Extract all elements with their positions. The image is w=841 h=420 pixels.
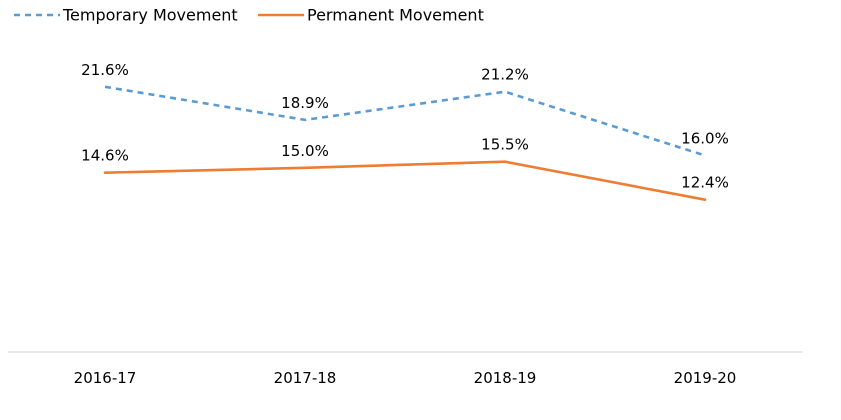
x-tick-label: 2017-18: [274, 369, 337, 387]
permanent-data-label: 14.6%: [81, 147, 129, 165]
temporary-movement-line: [104, 85, 706, 157]
data-labels: 21.6% 18.9% 21.2% 16.0% 14.6% 15.0% 15.5% 12.4%: [81, 61, 729, 192]
permanent-data-label: 15.5%: [481, 136, 529, 154]
permanent-movement-line: [103, 160, 707, 201]
temporary-data-label: 16.0%: [681, 130, 729, 148]
temporary-data-label: 18.9%: [281, 94, 329, 112]
permanent-data-label: 12.4%: [681, 174, 729, 192]
temporary-data-label: 21.6%: [81, 61, 129, 79]
temporary-data-label: 21.2%: [481, 66, 529, 84]
x-tick-label: 2018-19: [474, 369, 537, 387]
x-tick-label: 2019-20: [674, 369, 737, 387]
x-tick-label: 2016-17: [74, 369, 137, 387]
chart-legend: Temporary Movement Permanent Movement: [14, 6, 484, 25]
temporary-legend-label: Temporary Movement: [62, 6, 238, 25]
permanent-data-label: 15.0%: [281, 142, 329, 160]
series-layer: [103, 85, 707, 201]
permanent-legend-label: Permanent Movement: [307, 6, 484, 25]
x-axis: 2016-17 2017-18 2018-19 2019-20: [8, 351, 803, 387]
